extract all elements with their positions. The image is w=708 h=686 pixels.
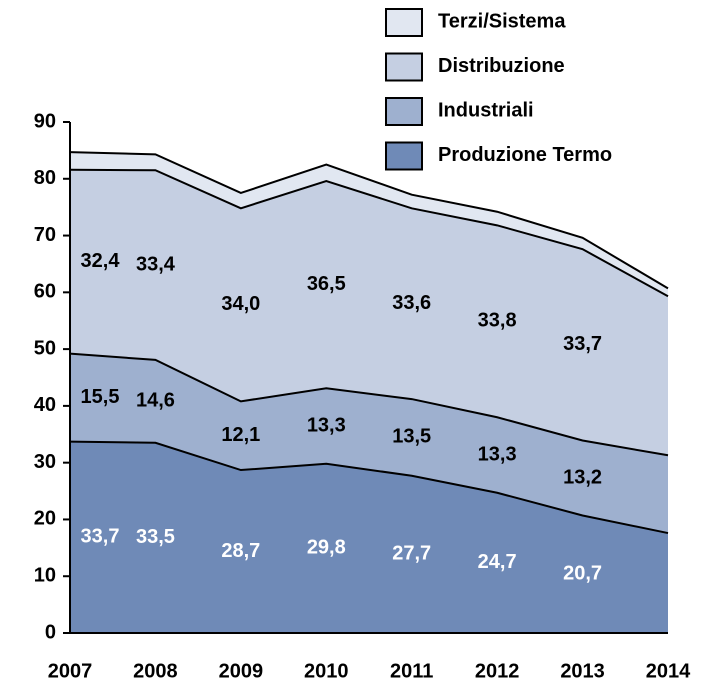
x-tick-label: 2013 bbox=[560, 660, 605, 682]
data-label: 14,6 bbox=[136, 390, 175, 412]
y-tick-label: 10 bbox=[34, 565, 56, 587]
legend-label: Produzione Termo bbox=[438, 144, 612, 166]
series-edge bbox=[69, 168, 669, 298]
data-label: 33,5 bbox=[136, 526, 175, 548]
data-label: 24,7 bbox=[478, 551, 517, 573]
area bbox=[70, 441, 668, 633]
x-tick-label: 2014 bbox=[646, 660, 691, 682]
area bbox=[70, 169, 668, 456]
data-label: 29,8 bbox=[307, 537, 346, 559]
data-label: 13,3 bbox=[307, 414, 346, 436]
y-tick-label: 80 bbox=[34, 167, 56, 189]
x-tick-label: 2009 bbox=[219, 660, 264, 682]
y-tick-label: 20 bbox=[34, 508, 56, 530]
series-edge bbox=[69, 352, 669, 457]
x-tick-label: 2007 bbox=[48, 660, 93, 682]
legend-swatch bbox=[385, 141, 423, 171]
data-label: 32,4 bbox=[81, 250, 121, 272]
series-edge bbox=[69, 440, 669, 535]
legend-label: Distribuzione bbox=[438, 55, 565, 77]
data-label: 13,5 bbox=[392, 426, 431, 448]
y-tick-label: 40 bbox=[34, 394, 56, 416]
y-tick-label: 90 bbox=[34, 110, 56, 132]
data-label: 15,5 bbox=[81, 386, 120, 408]
data-label: 20,7 bbox=[563, 563, 602, 585]
data-label: 36,5 bbox=[307, 273, 346, 295]
legend-swatch bbox=[385, 52, 423, 82]
data-label: 33,8 bbox=[478, 310, 517, 332]
data-label: 33,4 bbox=[136, 253, 176, 275]
x-tick-label: 2011 bbox=[390, 660, 433, 682]
area bbox=[70, 152, 668, 297]
y-tick-label: 30 bbox=[34, 451, 56, 473]
y-tick-label: 60 bbox=[34, 281, 56, 303]
data-label: 12,1 bbox=[221, 424, 260, 446]
x-tick-label: 2008 bbox=[133, 660, 178, 682]
data-label: 33,6 bbox=[392, 292, 431, 314]
x-tick-label: 2012 bbox=[475, 660, 520, 682]
data-label: 28,7 bbox=[221, 540, 260, 562]
y-tick-label: 0 bbox=[45, 621, 56, 643]
data-label: 13,3 bbox=[478, 443, 517, 465]
x-tick-label: 2010 bbox=[304, 660, 349, 682]
data-label: 27,7 bbox=[392, 543, 431, 565]
series-edge bbox=[69, 151, 669, 290]
legend-label: Terzi/Sistema bbox=[438, 10, 566, 32]
legend-swatch bbox=[385, 8, 423, 37]
y-tick-label: 70 bbox=[34, 224, 56, 246]
legend-label: Industriali bbox=[438, 99, 534, 121]
data-label: 33,7 bbox=[563, 333, 602, 355]
data-label: 33,7 bbox=[81, 526, 120, 548]
legend-swatch bbox=[385, 97, 423, 126]
data-label: 13,2 bbox=[563, 466, 602, 488]
area bbox=[70, 353, 668, 534]
data-label: 34,0 bbox=[221, 293, 260, 315]
y-tick-label: 50 bbox=[34, 337, 56, 359]
